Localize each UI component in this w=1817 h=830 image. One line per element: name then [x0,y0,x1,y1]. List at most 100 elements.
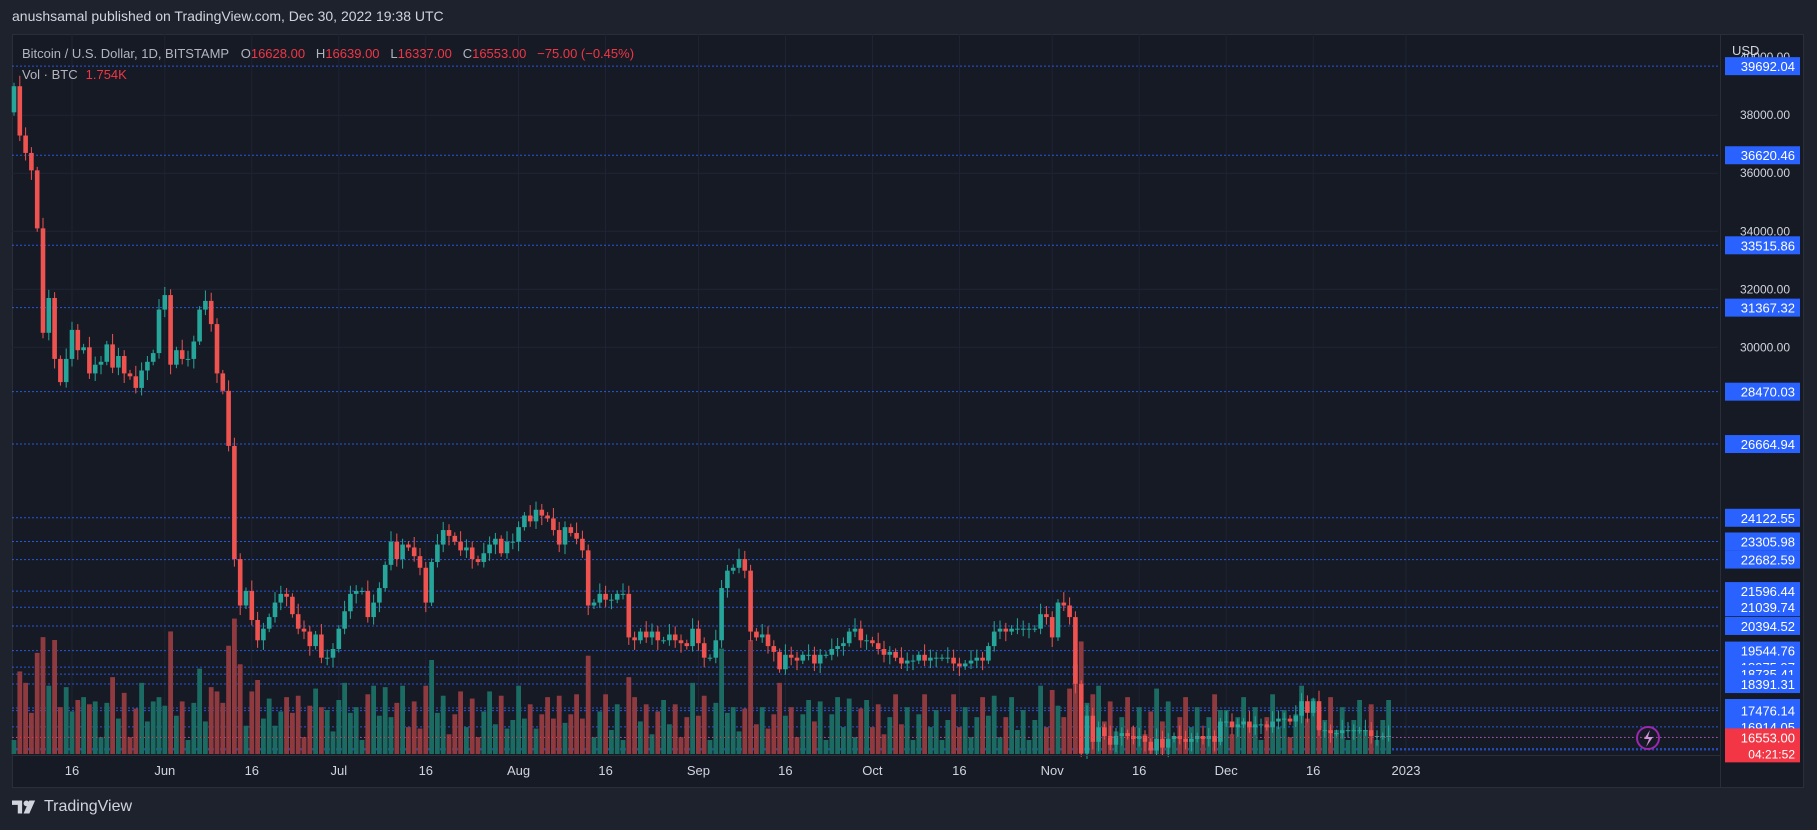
candle-body [672,634,678,641]
price-tag [1725,146,1800,165]
currency-label[interactable]: USD [1732,43,1760,58]
candle-body [678,640,684,644]
candle-body [585,550,591,606]
time-tick-label: Oct [862,763,883,778]
volume-bar [1020,710,1026,754]
price-tag-label: 26664.94 [1741,437,1795,452]
candle-body [388,541,394,565]
volume-bar [203,721,208,754]
time-tick-label: 16 [1306,763,1320,778]
volume-bar [87,704,92,754]
volume-bar [614,704,620,754]
candle-body [1310,701,1316,713]
volume-bar [672,704,678,754]
volume-bar [295,695,301,754]
volume-bar [40,637,46,754]
candle-body [829,648,835,655]
price-axis: 30000.00 32000.00 34000.00 36000.00 38000.00… [1740,50,1790,354]
volume-bar [278,711,284,754]
symbol-title[interactable]: Bitcoin / U.S. Dollar, 1D, BITSTAMP [22,46,230,61]
volume-bar [922,694,927,754]
volume-bar [1026,740,1032,754]
candle-body [893,651,898,658]
volume-bar [690,682,695,754]
candle-body [1107,736,1113,745]
volume-label[interactable]: Vol · BTC [22,67,78,82]
candle-body [1154,738,1159,751]
candle-body [1218,721,1223,742]
volume-bar [1276,727,1281,754]
volume-bar [162,705,168,754]
volume-bar [1171,737,1177,754]
volume-bar [1281,710,1287,754]
candle-body [411,547,417,557]
volume-bar [684,717,690,754]
volume-bar [63,687,69,754]
price-tag-label: 20394.52 [1741,619,1795,634]
candle-body [817,654,823,664]
candle-body [852,628,858,632]
volume-bar [603,694,608,754]
volume-bar [400,685,405,754]
price-tag-label: 21596.44 [1741,584,1795,599]
candle-body [649,631,655,638]
volume-bar [365,694,371,754]
volume-bar [835,697,840,754]
volume-bar [17,671,23,754]
volume-bar [904,707,910,754]
price-tick-label: 36000.00 [1740,166,1790,180]
candle-body [214,324,220,374]
candle-body [1183,738,1188,742]
price-tag [1725,508,1800,527]
volume-bar [69,711,75,754]
candle-body [1276,718,1281,722]
volume-bar [388,717,394,754]
candle-body [574,532,579,539]
candle-body [278,593,284,603]
candle-body [1090,715,1096,742]
volume-bar [1212,694,1217,754]
open-label: O [240,46,251,61]
volume-bar [574,694,579,754]
candle-body [69,329,75,359]
volume-bar [23,682,28,754]
legend-volume-row: Vol · BTC 1.754K [22,64,634,85]
candle-body [951,657,956,664]
price-tick-label: 34000.00 [1740,224,1790,238]
volume-bar [1003,717,1009,754]
volume-bar [562,722,568,754]
candle-body [1316,701,1322,731]
candle-body [417,556,423,568]
candle-body [1363,730,1368,732]
volume-bar [255,680,260,754]
volume-bar [290,712,295,754]
volume-bars [11,618,1391,754]
candle-body [1020,628,1026,630]
candle-body [301,628,307,632]
high-value: 16639.00 [325,46,380,61]
volume-bar [104,702,110,754]
candle-body [1148,741,1154,751]
tradingview-logo[interactable]: TradingView [12,798,132,816]
candle-body [980,657,985,661]
time-tick-label: Sep [687,763,710,778]
candle-body [168,295,173,365]
volume-bar [551,718,556,754]
candle-body [46,297,52,333]
volume-bar [991,695,997,754]
open-value: 16628.00 [250,46,306,61]
countdown-label: 04:21:52 [1748,747,1795,761]
volume-bar [858,708,864,754]
candle-body [272,602,278,618]
candle-body [452,535,458,542]
candle-body [707,657,713,659]
volume-bar [319,707,324,754]
last-price-tag [1725,728,1800,763]
volume-bar [371,685,376,754]
candle-body [110,344,115,368]
price-tick-label: 30000.00 [1740,340,1790,354]
candle-body [1044,614,1049,618]
price-tag [1725,532,1800,551]
time-tick-label: 16 [778,763,792,778]
